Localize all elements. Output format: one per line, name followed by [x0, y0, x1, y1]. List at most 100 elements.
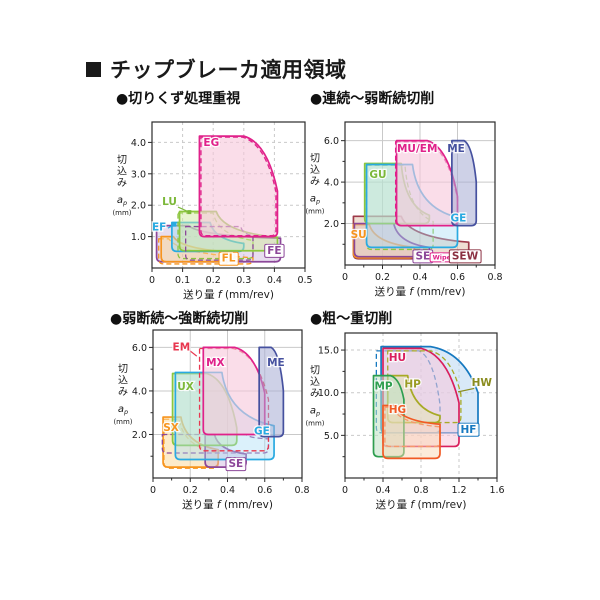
region-label-GE: GE: [451, 212, 467, 224]
y-tick-label: 4.0: [132, 386, 147, 397]
y-axis-label-char: 込: [310, 164, 320, 176]
region-ME: [258, 346, 285, 438]
region-label-SE: SE: [229, 458, 244, 470]
y-tick-label: 5.0: [324, 431, 339, 442]
chart-canvas-rough-heavy-cutting: 0 0.4 0.8 1.2 1.6 5.0 10.0 15.0 送り量 f (mm/rev) 切込…: [305, 332, 505, 511]
label-box-SEW: [448, 249, 482, 264]
y-axis-label-unit: (mm): [305, 420, 324, 428]
y-axis-label-char: 込: [118, 375, 128, 387]
y-tick-label: 4.0: [324, 178, 339, 189]
region-label-HP: HP: [404, 379, 421, 391]
label-box-FL: [218, 251, 239, 266]
leader-marker-EF: [172, 222, 177, 227]
title-square-icon: [86, 61, 101, 77]
region-label-FL: FL: [222, 253, 236, 265]
y-axis-label-unit: (mm): [113, 418, 132, 426]
x-tick-label: 0: [150, 485, 156, 496]
y-axis-label-char: 込: [117, 166, 127, 178]
subtitle-chip-control: ●切りくず処理重視: [116, 91, 241, 107]
y-axis-label-symbol: ap: [310, 194, 320, 206]
region-label-SEW: SEW: [452, 250, 479, 262]
region-EG: [198, 135, 279, 238]
x-axis-label: 送り量 f (mm/rev): [375, 285, 466, 298]
y-axis-label-char: み: [118, 387, 128, 398]
chart-panel-continuous-light-interrupted: 0 0.2 0.4 0.6 0.8 2.0 4.0 6.0 送り量 f (mm/rev) 切込み a…: [301, 112, 519, 309]
leader-line-EM: [188, 349, 198, 357]
chart-canvas-continuous-light-interrupted: 0 0.2 0.4 0.6 0.8 2.0 4.0 6.0 送り量 f (mm/rev) 切込みa…: [305, 121, 503, 298]
region-label-HW: HW: [472, 377, 493, 389]
x-tick-label: 1.2: [451, 485, 466, 496]
region-label-HG: HG: [389, 404, 406, 416]
y-tick-label: 2.0: [324, 219, 339, 230]
y-tick-label: 4.0: [131, 138, 146, 149]
region-label-EM: EM: [173, 342, 191, 354]
figure-title: チップブレーカ適用領域: [86, 54, 347, 84]
x-tick-label: 0.4: [267, 275, 282, 286]
y-tick-label: 2.0: [132, 430, 147, 441]
x-tick-label: 0.4: [220, 485, 235, 496]
region-label-HF: HF: [461, 424, 477, 436]
region-label-FE: FE: [267, 245, 281, 257]
chart-canvas-chip-control: 0 0.1 0.2 0.3 0.4 0.5 1.0 2.0 3.0 4.0 送り量 f (mm/re…: [112, 121, 313, 301]
y-axis-label-char: み: [117, 178, 127, 189]
region-HG: [382, 404, 441, 460]
region-LU-inner: [177, 212, 254, 260]
x-tick-label: 0.6: [450, 272, 465, 283]
region-SE-outer: [161, 433, 270, 454]
x-tick-label: 1.6: [489, 485, 504, 496]
x-tick-label: 0.8: [294, 485, 309, 496]
y-tick-label: 15.0: [318, 346, 339, 357]
y-tick-label: 2.0: [131, 201, 146, 212]
region-label-ME: ME: [447, 143, 465, 155]
region-label-EG: EG: [203, 137, 219, 149]
region-label-SE: SE: [415, 250, 430, 262]
y-axis-label-char: 切: [117, 154, 127, 166]
region-label-SU: SU: [351, 229, 367, 241]
y-axis-label-symbol: ap: [310, 406, 320, 418]
x-tick-label: 0.8: [487, 272, 502, 283]
x-tick-label: 0.2: [206, 275, 221, 286]
x-tick-label: 0.2: [183, 485, 198, 496]
region-label-MP: MP: [374, 380, 392, 392]
chart-panel-chip-control: 0 0.1 0.2 0.3 0.4 0.5 1.0 2.0 3.0 4.0 送り量 f (mm/re…: [108, 112, 329, 312]
chart-panel-rough-heavy-cutting: 0 0.4 0.8 1.2 1.6 5.0 10.0 15.0 送り量 f (mm/rev) 切込…: [301, 323, 521, 522]
chart-canvas-light-heavy-interrupted: 0 0.2 0.4 0.6 0.8 2.0 4.0 6.0 送り量 f (mm/rev) 切込みa…: [113, 329, 310, 511]
subtitle-light-heavy-interrupted: ●弱断続〜強断続切削: [110, 311, 249, 327]
x-tick-label: 0.3: [236, 275, 251, 286]
y-tick-label: 6.0: [132, 343, 147, 354]
region-ME: [451, 139, 478, 227]
region-FE-inner: [185, 225, 254, 261]
region-label-GE: GE: [254, 425, 270, 437]
y-axis-label-symbol: ap: [117, 195, 127, 207]
region-label-ME: ME: [267, 357, 285, 369]
y-axis-label-char: 切: [118, 363, 128, 375]
subtitle-rough-heavy-cutting: ●粗〜重切削: [310, 311, 393, 327]
label-box-HF: [457, 422, 480, 437]
x-axis-label: 送り量 f (mm/rev): [376, 498, 467, 511]
chart-panel-light-heavy-interrupted: 0 0.2 0.4 0.6 0.8 2.0 4.0 6.0 送り量 f (mm/rev) 切込み a…: [109, 320, 326, 522]
y-axis-label-char: 切: [310, 153, 320, 165]
region-label-EF: EF: [152, 221, 166, 233]
region-label-MX: MX: [206, 357, 225, 369]
region-label-GU: GU: [369, 169, 386, 181]
region-FL-outer: [158, 238, 254, 265]
x-axis-label: 送り量 f (mm/rev): [183, 288, 274, 301]
y-tick-label: 1.0: [131, 232, 146, 243]
y-axis-label-unit: (mm): [112, 209, 131, 217]
label-box-SE: [225, 457, 247, 472]
x-tick-label: 0.6: [257, 485, 272, 496]
x-tick-label: 0.4: [375, 485, 390, 496]
x-tick-label: 0.8: [413, 485, 428, 496]
region-label-LU: LU: [162, 196, 177, 208]
y-axis-label-char: 切: [310, 365, 320, 377]
plot-frame: [151, 121, 306, 269]
y-axis-label-symbol: ap: [118, 404, 128, 416]
x-tick-label: 0.2: [375, 272, 390, 283]
region-label-HU: HU: [389, 352, 406, 364]
region-EG-outer: [200, 136, 277, 237]
x-tick-label: 0.4: [412, 272, 427, 283]
y-tick-label: 3.0: [131, 169, 146, 180]
region-label-SX: SX: [163, 422, 179, 434]
label-box-FE: [264, 243, 285, 258]
